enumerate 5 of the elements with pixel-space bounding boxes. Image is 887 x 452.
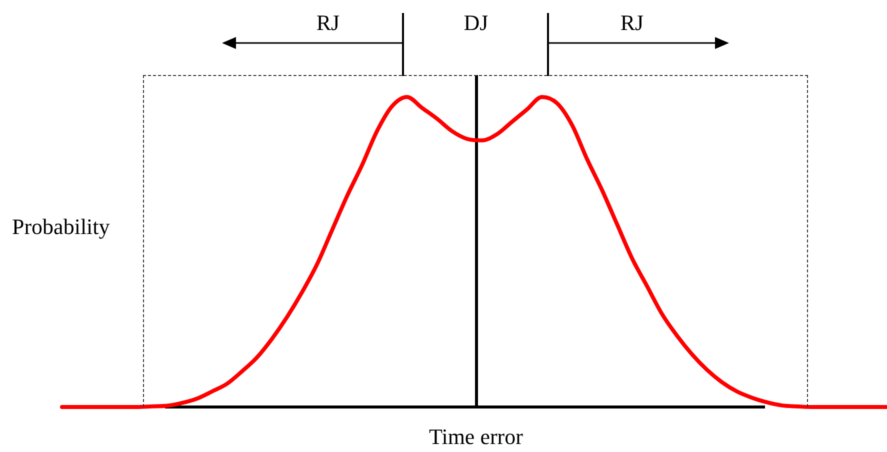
- text: RJ: [620, 10, 644, 36]
- text: RJ: [316, 10, 340, 36]
- text: DJ: [464, 10, 488, 36]
- x-axis-title: Time error: [429, 424, 523, 450]
- y-axis-title: Probability: [12, 214, 110, 240]
